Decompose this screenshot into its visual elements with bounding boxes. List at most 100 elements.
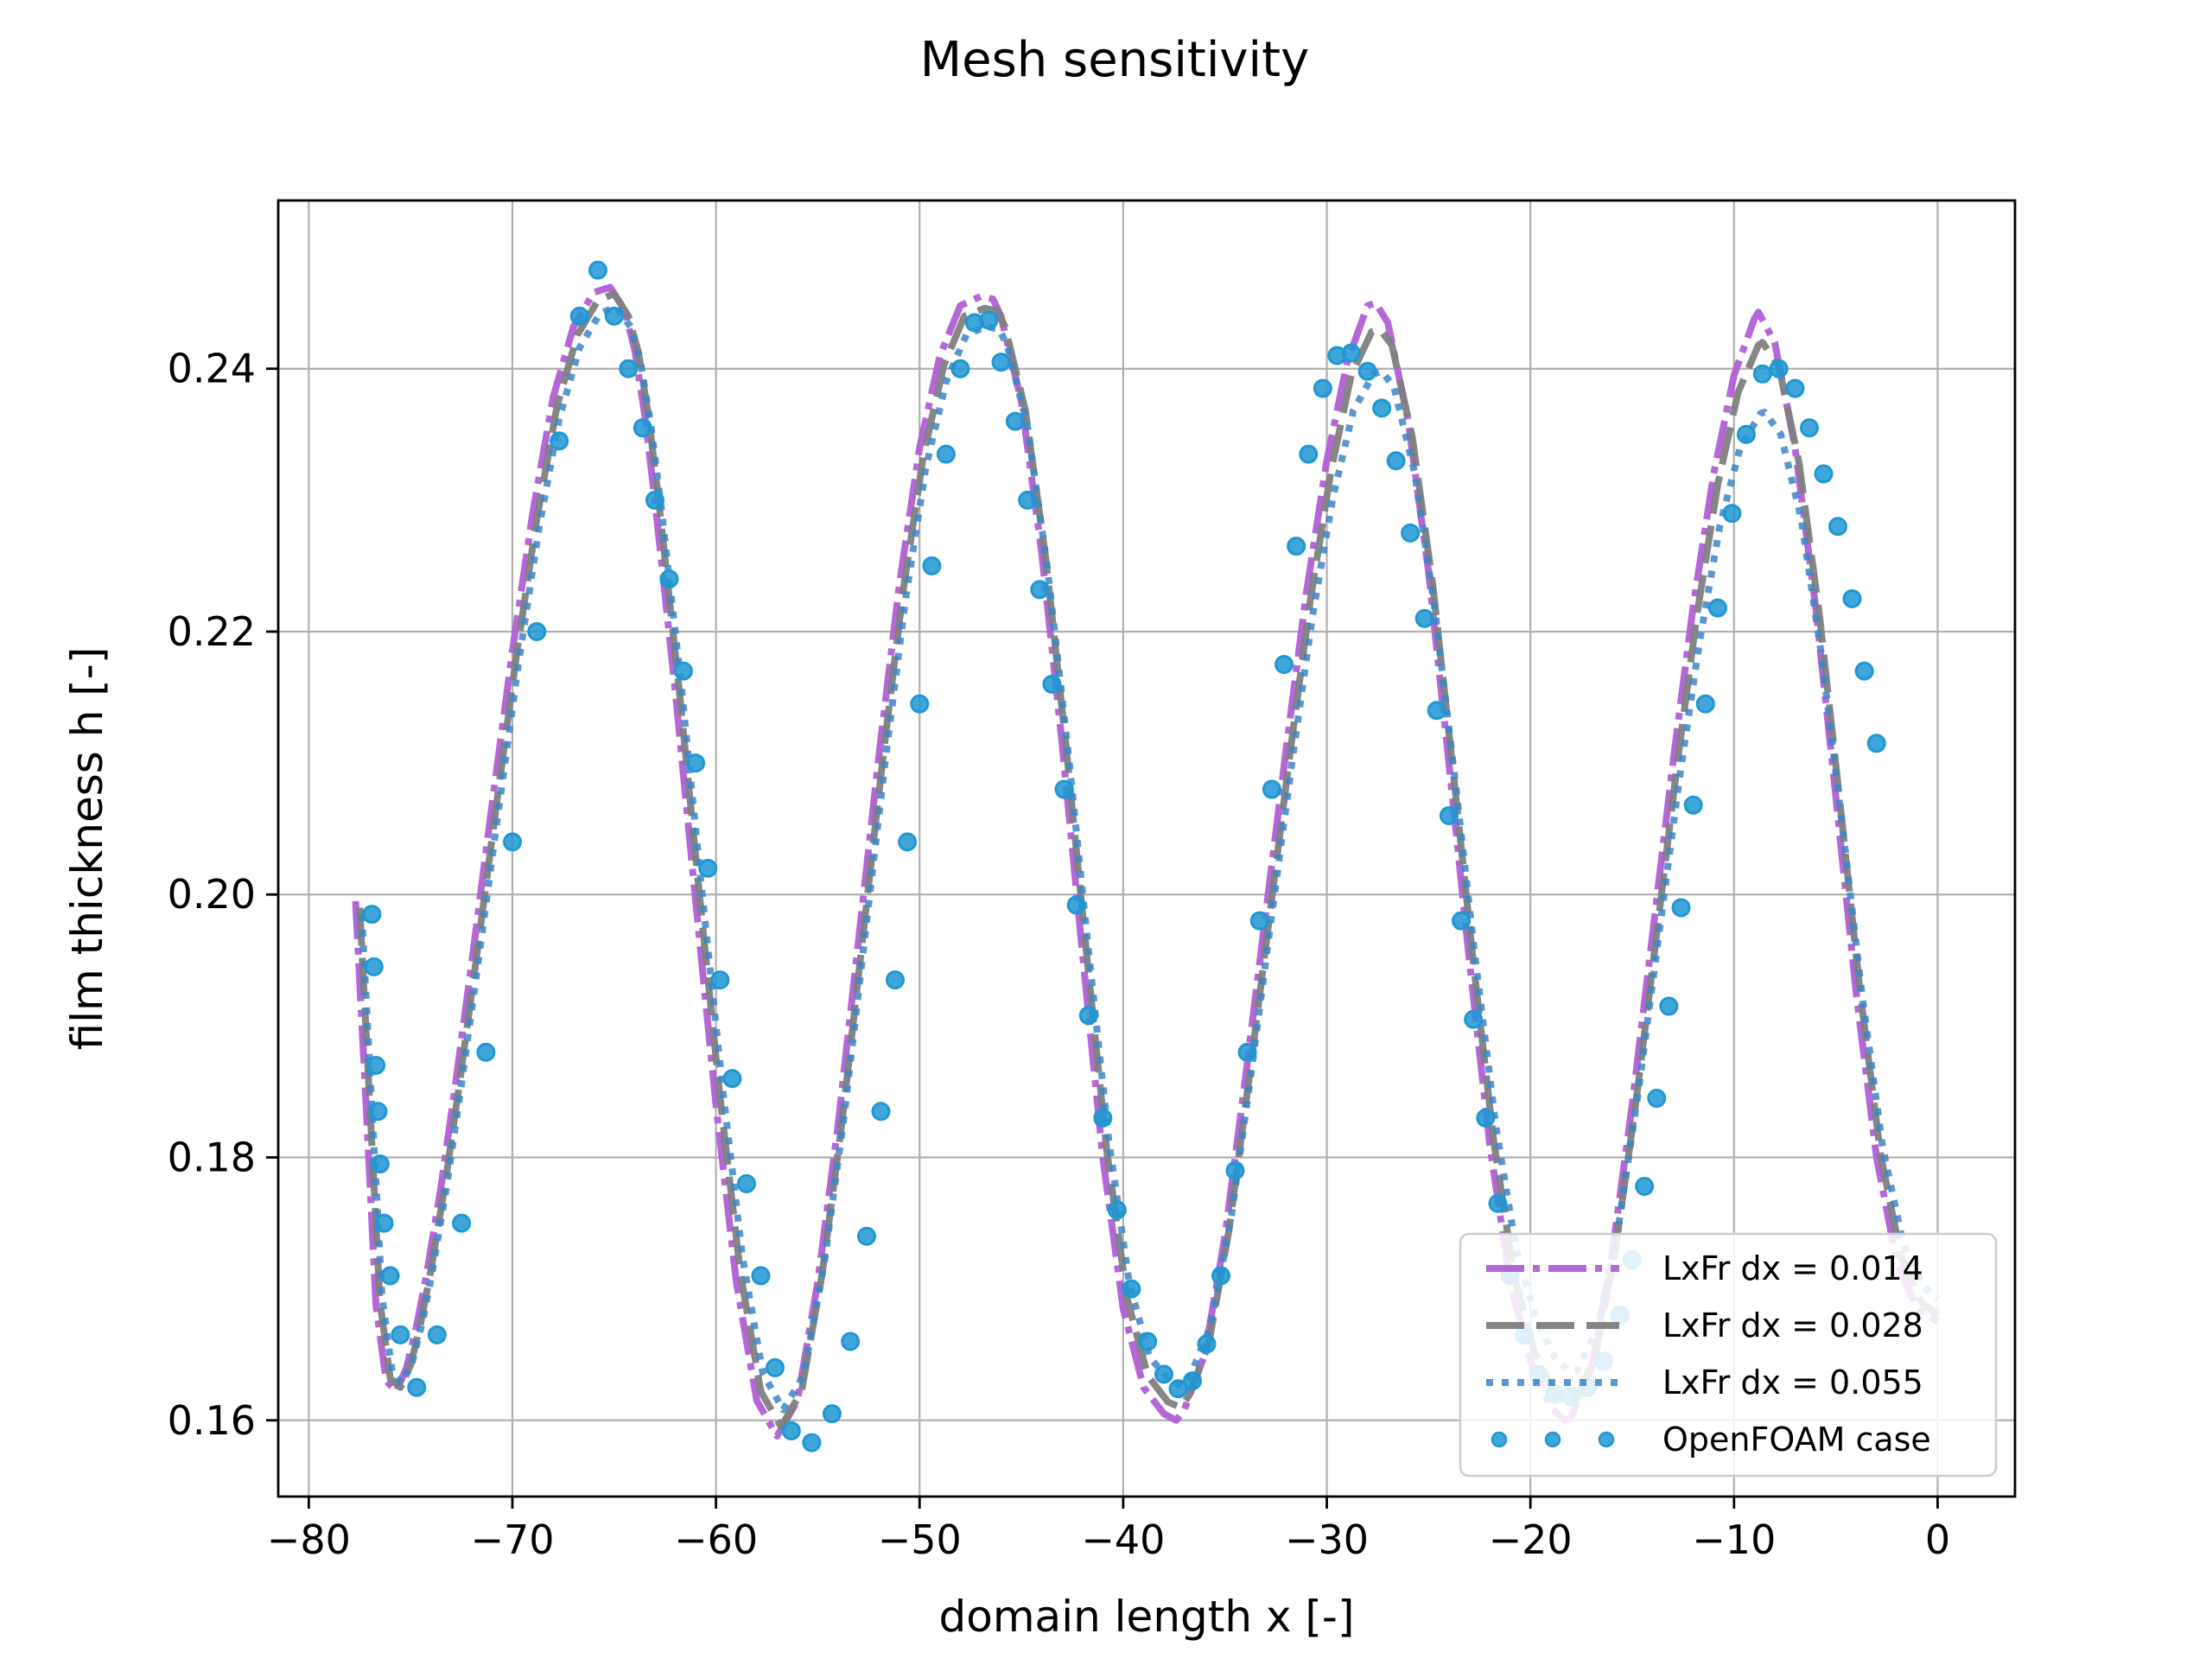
data-point [1341, 343, 1361, 363]
data-point [1736, 424, 1756, 444]
data-point [1842, 588, 1862, 608]
data-point [1197, 1334, 1217, 1354]
data-point [1138, 1332, 1158, 1351]
data-point [1386, 451, 1406, 471]
data-point [1854, 661, 1874, 681]
data-point [380, 1266, 400, 1286]
data-point [1122, 1279, 1141, 1299]
plot-frame [276, 199, 2017, 1498]
data-point [686, 753, 706, 773]
data-point [1183, 1371, 1203, 1391]
data-point [922, 556, 942, 575]
data-point [1042, 674, 1062, 694]
data-point [898, 832, 918, 852]
data-point [1107, 1200, 1127, 1220]
data-point [871, 1102, 891, 1122]
x-tick-label: −50 [878, 1516, 962, 1563]
data-point [1683, 795, 1703, 815]
x-tick-label: −30 [1285, 1516, 1369, 1563]
data-point [550, 431, 569, 451]
data-point [1476, 1108, 1496, 1128]
data-point [619, 359, 639, 378]
y-tick-label: 0.22 [168, 608, 256, 655]
y-axis-label: film thickness h [-] [62, 647, 112, 1051]
data-point [1659, 996, 1679, 1016]
data-point [1722, 504, 1742, 524]
x-tick-label: −10 [1692, 1516, 1776, 1563]
data-point [1752, 364, 1772, 384]
data-point [1006, 411, 1026, 431]
data-point [710, 970, 730, 990]
legend-marker [1544, 1431, 1561, 1448]
data-point [1769, 359, 1789, 378]
data-point [391, 1325, 410, 1344]
x-tick-label: −80 [267, 1516, 351, 1563]
series-lxfr-dx-0-014-line [352, 283, 1940, 1440]
data-point [950, 359, 970, 378]
data-point [979, 310, 999, 330]
data-point [1401, 523, 1421, 543]
data-point [1093, 1108, 1113, 1128]
data-point [736, 1173, 756, 1193]
y-tick-label: 0.16 [168, 1397, 256, 1444]
legend-label-2: LxFr dx = 0.028 [1662, 1306, 1923, 1344]
y-tick-label: 0.24 [168, 346, 256, 392]
data-point [802, 1433, 822, 1452]
data-point [841, 1332, 861, 1351]
data-point [1030, 580, 1050, 600]
x-tick-label: 0 [1925, 1516, 1950, 1563]
x-tick-label: −70 [470, 1516, 554, 1563]
data-point [1635, 1176, 1655, 1196]
legend-box [1459, 1232, 1998, 1478]
series-lxfr-dx-0-028-line [356, 290, 1941, 1431]
data-point [1439, 805, 1459, 825]
legend-marker [1491, 1431, 1508, 1448]
data-point [362, 905, 382, 925]
data-point [374, 1213, 394, 1233]
data-point [1452, 911, 1471, 931]
data-point [673, 661, 693, 681]
data-point [1168, 1379, 1188, 1399]
x-axis-label: domain length x [-] [939, 1592, 1355, 1642]
data-point [1357, 361, 1377, 381]
data-point [765, 1357, 785, 1377]
data-point [569, 306, 589, 326]
data-point [1427, 701, 1446, 721]
y-tick-label: 0.18 [168, 1135, 256, 1181]
data-point [1800, 418, 1820, 438]
data-point [1814, 464, 1834, 484]
data-point [366, 1056, 386, 1076]
legend-swatch-4 [1491, 1431, 1615, 1448]
data-point [1262, 779, 1281, 799]
data-point [1488, 1193, 1508, 1213]
data-point [885, 970, 905, 990]
data-point [781, 1421, 801, 1440]
data-point [1274, 655, 1294, 675]
data-point [1313, 378, 1332, 398]
legend-label-4: OpenFOAM case [1662, 1421, 1931, 1459]
data-point [645, 490, 664, 510]
data-point [1414, 608, 1434, 628]
data-point [1225, 1160, 1245, 1180]
axis-ticks: −80 −70 −60 −50 −40 −30 −20 −10 0 0.16 0.18 0.20 0.2… [168, 346, 1951, 1563]
data-point [1299, 444, 1319, 464]
legend-label-1: LxFr dx = 0.014 [1662, 1249, 1923, 1287]
data-point [1372, 398, 1392, 418]
data-point [604, 306, 624, 326]
data-point [659, 569, 679, 589]
data-point [1054, 779, 1074, 799]
data-point [1237, 1042, 1257, 1062]
data-point [1464, 1009, 1484, 1029]
legend-label-3: LxFr dx = 0.055 [1662, 1363, 1923, 1402]
data-point [1695, 694, 1715, 714]
data-point [722, 1069, 742, 1089]
data-point [452, 1213, 472, 1233]
data-point [751, 1266, 771, 1286]
x-tick-label: −20 [1489, 1516, 1573, 1563]
data-point [1154, 1364, 1174, 1384]
data-point [1066, 895, 1086, 915]
data-point [370, 1154, 390, 1174]
data-point [364, 957, 384, 976]
data-point [1827, 517, 1847, 537]
data-point [1866, 734, 1886, 753]
